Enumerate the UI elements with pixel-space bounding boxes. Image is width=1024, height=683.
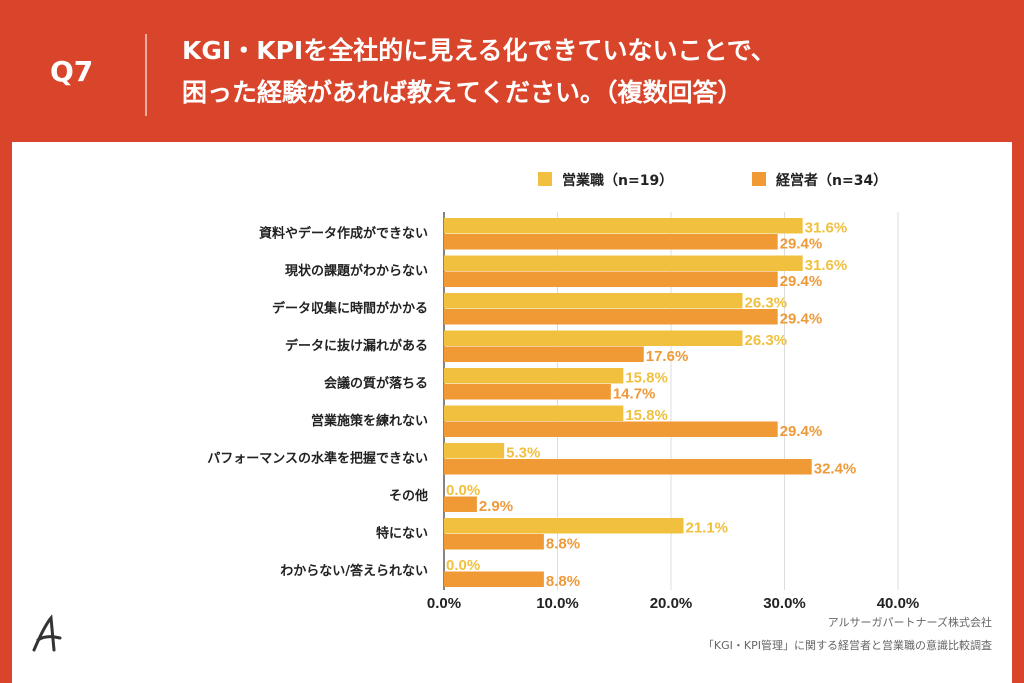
footer-survey-title: 「KGI・KPI管理」に関する経営者と営業職の意識比較調査	[702, 639, 992, 652]
category-label: 会議の質が落ちる	[324, 376, 428, 392]
bar-sales	[444, 518, 684, 534]
data-label-sales: 15.8%	[625, 407, 668, 424]
category-label: データ収集に時間がかかる	[272, 301, 428, 317]
data-label-sales: 0.0%	[446, 557, 480, 574]
data-label-sales: 5.3%	[506, 445, 540, 462]
bar-sales	[444, 293, 743, 309]
x-tick-label: 40.0%	[877, 595, 920, 612]
data-label-exec: 32.4%	[814, 461, 857, 478]
data-label-sales: 26.3%	[745, 332, 788, 349]
bar-exec	[444, 459, 812, 475]
data-label-exec: 17.6%	[646, 348, 689, 365]
bar-sales	[444, 218, 803, 234]
bar-exec	[444, 571, 544, 587]
data-label-exec: 2.9%	[479, 498, 513, 515]
legend-label-exec: 経営者（n=34）	[776, 172, 887, 189]
bar-sales	[444, 368, 624, 384]
category-label: 特にない	[376, 526, 428, 542]
bar-exec	[444, 271, 778, 287]
header-bar: Q7 KGI・KPIを全社的に見える化できていないことで、 困った経験があれば教…	[0, 0, 1024, 142]
data-label-exec: 29.4%	[780, 311, 823, 328]
data-label-exec: 29.4%	[780, 423, 823, 440]
data-label-sales: 15.8%	[625, 370, 668, 387]
title-line-1: KGI・KPIを全社的に見える化できていないことで、	[182, 36, 776, 65]
page-title: KGI・KPIを全社的に見える化できていないことで、 困った経験があれば教えてく…	[182, 30, 982, 114]
data-label-sales: 31.6%	[805, 257, 848, 274]
category-label: 現状の課題がわからない	[285, 263, 428, 279]
bar-exec	[444, 309, 778, 325]
bar-sales	[444, 405, 624, 421]
bar-exec	[444, 346, 644, 362]
bar-sales	[444, 330, 743, 346]
bar-exec	[444, 496, 477, 512]
x-tick-label: 0.0%	[427, 595, 461, 612]
header-divider	[145, 34, 147, 116]
x-tick-label: 30.0%	[763, 595, 806, 612]
category-label: データに抜け漏れがある	[285, 338, 428, 354]
data-label-exec: 8.8%	[546, 573, 580, 590]
bar-exec	[444, 421, 778, 437]
footer-company: アルサーガパートナーズ株式会社	[827, 616, 992, 629]
category-label: 営業施策を練れない	[311, 413, 428, 429]
bar-sales	[444, 255, 803, 271]
category-label: その他	[389, 488, 428, 504]
data-label-sales: 26.3%	[745, 295, 788, 312]
data-label-exec: 29.4%	[780, 273, 823, 290]
data-label-sales: 0.0%	[446, 482, 480, 499]
data-label-exec: 29.4%	[780, 236, 823, 253]
data-label-sales: 21.1%	[685, 520, 728, 537]
bar-sales	[444, 443, 505, 459]
title-line-2: 困った経験があれば教えてください。（複数回答）	[182, 78, 743, 107]
bar-exec	[444, 234, 778, 250]
x-tick-label: 20.0%	[650, 595, 693, 612]
data-label-sales: 31.6%	[805, 220, 848, 237]
company-logo-icon	[32, 614, 62, 652]
data-label-exec: 8.8%	[546, 536, 580, 553]
bar-exec	[444, 534, 544, 550]
bar-exec	[444, 384, 611, 400]
category-label: パフォーマンスの水準を把握できない	[207, 451, 428, 467]
data-label-exec: 14.7%	[613, 386, 656, 403]
question-number: Q7	[50, 55, 94, 88]
legend-label-sales: 営業職（n=19）	[562, 172, 673, 189]
category-label: わからない/答えられない	[280, 563, 428, 579]
legend-swatch-exec	[752, 172, 766, 186]
category-label: 資料やデータ作成ができない	[259, 226, 428, 242]
x-tick-label: 10.0%	[536, 595, 579, 612]
legend-swatch-sales	[538, 172, 552, 186]
